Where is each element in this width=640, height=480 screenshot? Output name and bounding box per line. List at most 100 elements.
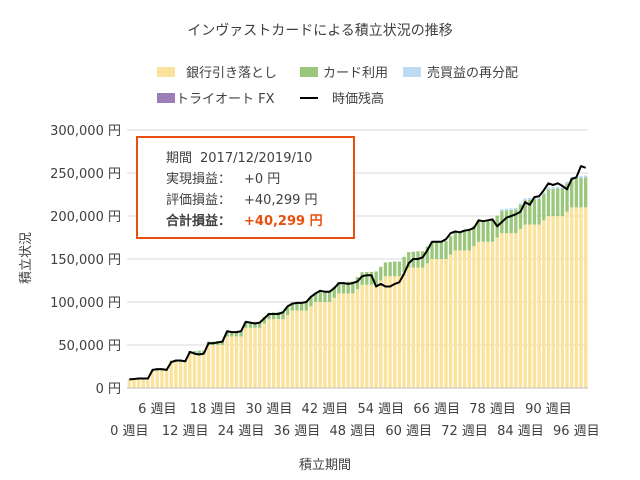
bar-segment (365, 271, 369, 285)
bar-segment (556, 186, 560, 189)
bar-segment (448, 254, 453, 388)
legend-label-card: カード利用 (323, 66, 388, 81)
x-tick-label: 24 週目 (218, 424, 265, 439)
bar-segment (197, 353, 201, 388)
legend-swatch-card (300, 67, 318, 77)
bar-segment (476, 221, 481, 242)
bar-segment (542, 192, 546, 195)
info-box-frame (136, 136, 355, 239)
bar-segment (290, 310, 294, 388)
bar-segment (337, 282, 341, 294)
bar-segment (490, 241, 495, 388)
bar-segment (276, 311, 281, 320)
info-total-value: +40,299 円 (244, 214, 323, 229)
bar-segment (304, 301, 308, 311)
bar-segment (197, 350, 201, 354)
x-tick-label: 12 週目 (162, 424, 209, 439)
x-tick-label: 66 週目 (413, 402, 460, 417)
bar-segment (225, 336, 229, 388)
bar-segment (332, 286, 336, 298)
bar-segment (546, 189, 551, 216)
bar-segment (272, 319, 276, 388)
bars (127, 175, 588, 388)
bar-segment (355, 289, 360, 388)
bar-segment (267, 319, 271, 388)
y-tick-label: 150,000 円 (50, 253, 121, 268)
bar-segment (439, 241, 443, 259)
bar-segment (379, 266, 383, 281)
bar-segment (323, 302, 327, 388)
x-tick-label: 78 週目 (469, 402, 516, 417)
bar-segment (439, 259, 443, 388)
bar-segment (556, 188, 560, 216)
bar-segment (272, 312, 276, 320)
bar-segment (476, 241, 481, 388)
bar-segment (360, 284, 364, 388)
bar-segment (332, 297, 336, 388)
bar-segment (178, 362, 183, 388)
bar-segment (565, 211, 569, 388)
info-realized-value: +0 円 (244, 172, 280, 187)
bar-segment (276, 319, 281, 388)
bar-segment (434, 241, 439, 259)
y-axis-ticks: 0 円 50,000 円 100,000 円 150,000 円 200,000 円 25… (50, 124, 121, 397)
x-tick-label: 48 週目 (329, 424, 376, 439)
bar-segment (127, 379, 132, 388)
bar-segment (546, 187, 551, 190)
bar-segment (351, 281, 355, 294)
bar-segment (234, 331, 239, 337)
bar-segment (528, 199, 532, 225)
bar-segment (416, 267, 420, 388)
x-tick-label: 60 週目 (385, 424, 432, 439)
bar-segment (192, 353, 197, 388)
bar-segment (220, 345, 225, 388)
bar-segment (248, 327, 253, 388)
x-tick-label: 30 週目 (246, 402, 293, 417)
bar-segment (425, 263, 430, 388)
bar-segment (281, 319, 285, 388)
bar-segment (570, 207, 574, 388)
bar-segment (514, 207, 518, 210)
y-axis-title: 積立状況 (19, 232, 34, 284)
bar-segment (537, 224, 541, 388)
bar-segment (230, 336, 234, 388)
bar-segment (360, 272, 364, 285)
bar-segment (388, 276, 392, 388)
bar-segment (299, 310, 304, 388)
bar-segment (481, 241, 485, 388)
bar-segment (369, 284, 374, 388)
bar-segment (528, 224, 532, 388)
bar-segment (365, 284, 369, 388)
bar-segment (304, 310, 308, 388)
bar-segment (560, 216, 565, 388)
bar-segment (532, 224, 537, 388)
bar-segment (551, 187, 555, 189)
bar-segment (216, 345, 220, 388)
bar-segment (346, 293, 350, 388)
bar-segment (467, 250, 471, 388)
bar-segment (183, 362, 187, 388)
bar-segment (230, 332, 234, 337)
bar-segment (523, 198, 527, 201)
bar-segment (351, 293, 355, 388)
info-total-label: 合計損益： (166, 213, 231, 229)
bar-segment (393, 276, 397, 388)
bar-segment (514, 233, 518, 388)
info-box: 期間 2017/12/2019/10 実現損益： +0 円 評価損益： +40,… (136, 136, 355, 239)
bar-segment (570, 176, 574, 179)
legend-swatch-bank (157, 67, 175, 77)
bar-segment (258, 327, 262, 388)
bar-segment (141, 379, 145, 388)
bar-segment (253, 327, 257, 388)
bar-segment (560, 188, 565, 216)
bar-segment (523, 200, 527, 225)
bar-segment (509, 208, 513, 210)
x-tick-label: 18 週目 (190, 402, 237, 417)
bar-segment (472, 246, 476, 388)
bar-segment (565, 181, 569, 184)
bar-segment (402, 271, 406, 388)
bar-segment (239, 331, 243, 337)
bar-segment (574, 207, 579, 388)
bar-segment (346, 281, 350, 294)
bar-segment (155, 370, 159, 388)
